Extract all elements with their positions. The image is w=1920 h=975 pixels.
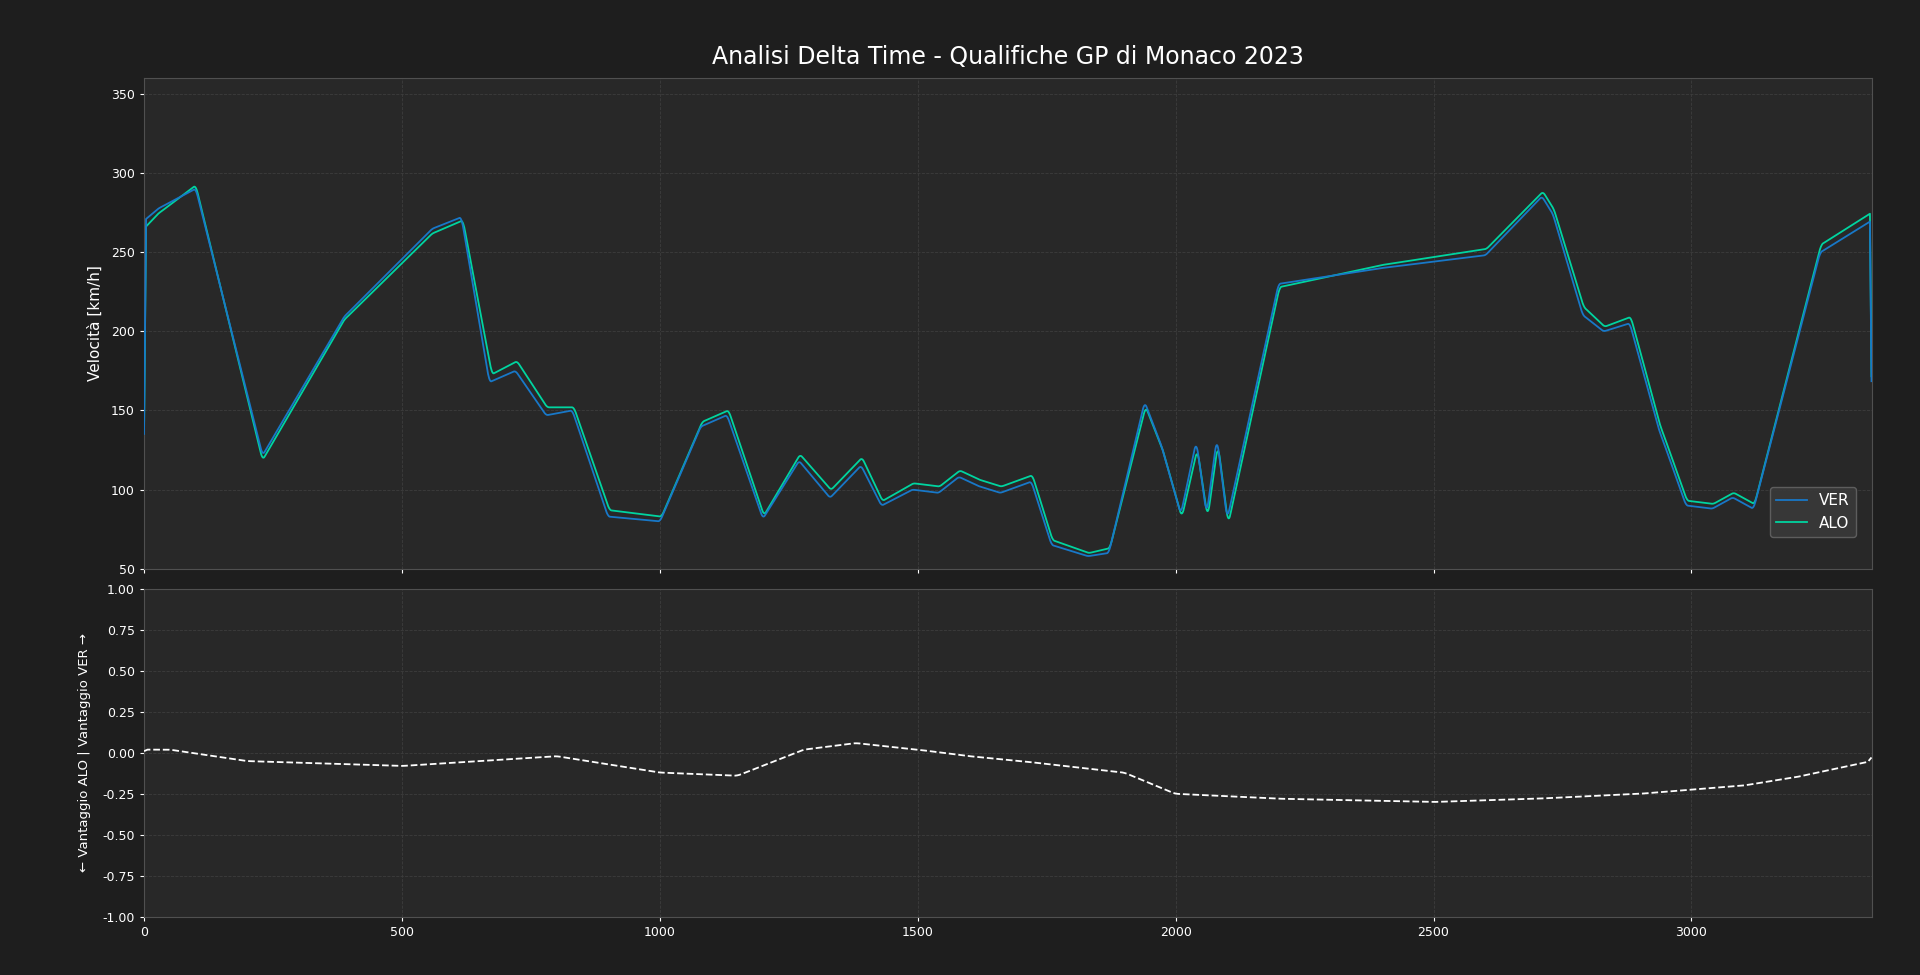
VER — [1089, 548, 1112, 560]
VER — [182, 183, 205, 195]
ALO — [182, 180, 205, 192]
ALO — [1361, 261, 1384, 273]
Line: ALO: ALO — [144, 186, 1872, 553]
VER — [1745, 489, 1768, 501]
ALO — [1089, 544, 1112, 556]
VER — [1361, 263, 1384, 275]
ALO — [1768, 399, 1791, 410]
ALO — [1860, 370, 1884, 382]
VER — [1860, 375, 1884, 387]
Y-axis label: Velocità [km/h]: Velocità [km/h] — [88, 265, 104, 381]
VER — [1077, 550, 1100, 562]
VER — [1812, 244, 1836, 255]
ALO — [1077, 547, 1100, 559]
ALO — [511, 365, 534, 376]
VER — [511, 376, 534, 388]
Y-axis label: ← Vantaggio ALO | Vantaggio VER →: ← Vantaggio ALO | Vantaggio VER → — [79, 634, 92, 873]
ALO — [132, 432, 156, 444]
VER — [132, 428, 156, 440]
Line: VER: VER — [144, 189, 1872, 556]
Title: Analisi Delta Time - Qualifiche GP di Monaco 2023: Analisi Delta Time - Qualifiche GP di Mo… — [712, 45, 1304, 69]
Legend: VER, ALO: VER, ALO — [1770, 487, 1857, 536]
VER — [1768, 401, 1791, 412]
ALO — [1812, 237, 1836, 249]
ALO — [1745, 489, 1768, 501]
